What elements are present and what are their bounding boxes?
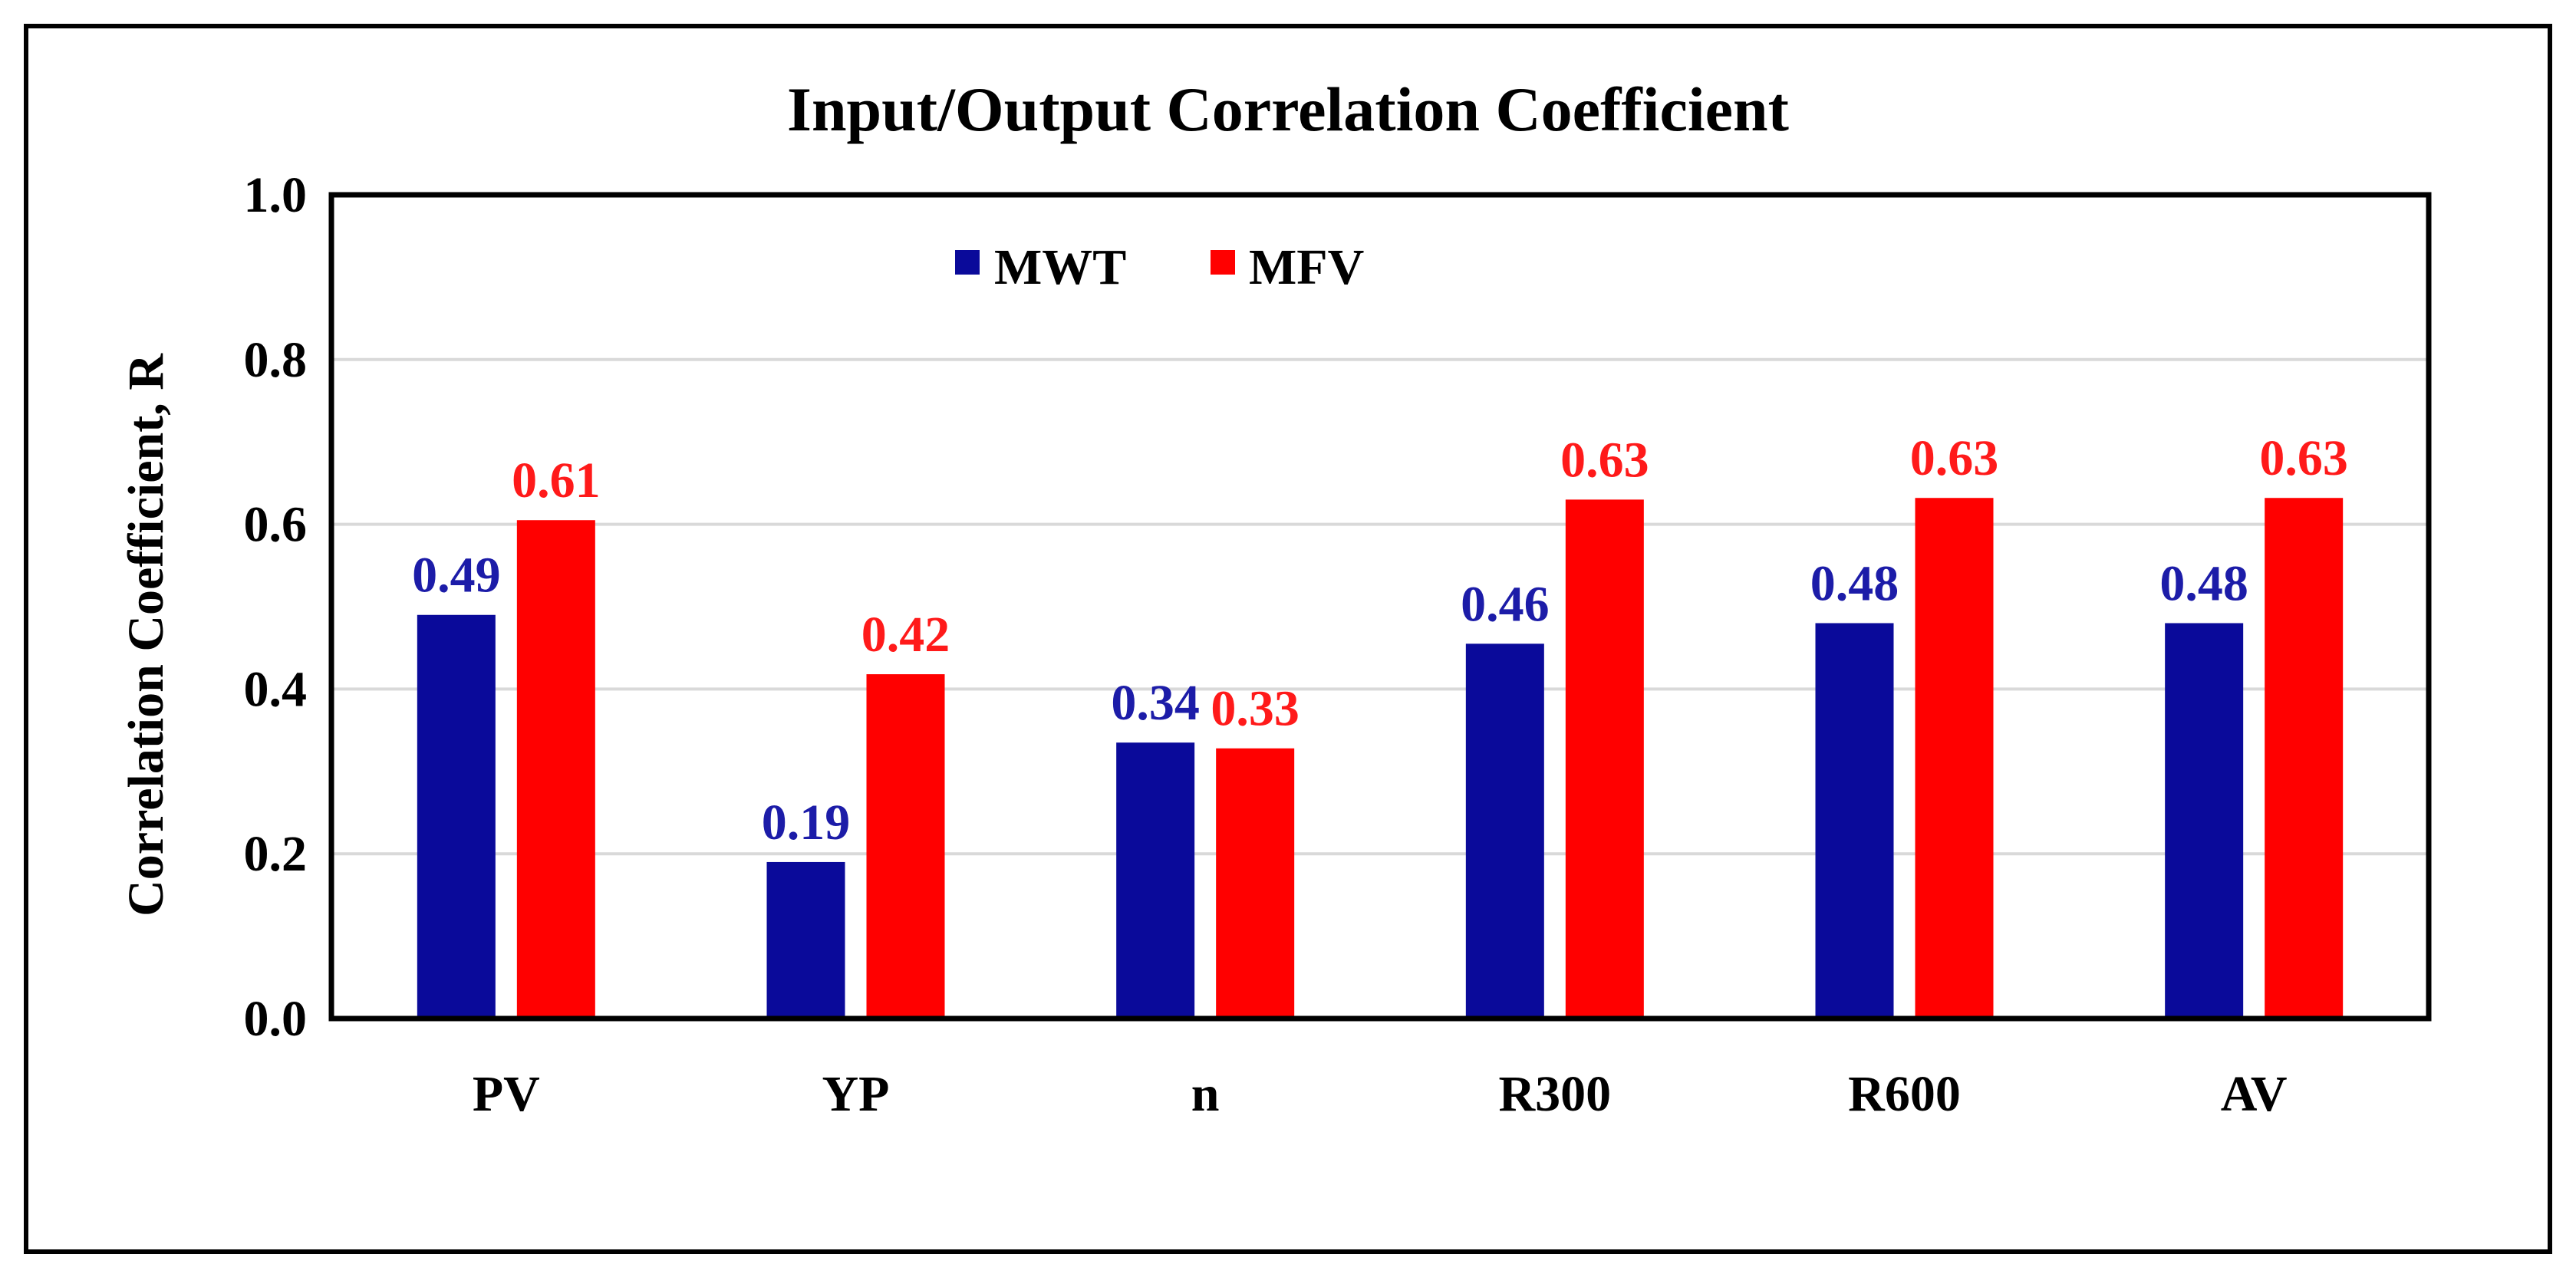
- bar-mwt-r600: [1815, 623, 1894, 1019]
- x-axis-ticks: PV YP n R300 R600 AV: [473, 1066, 2288, 1122]
- x-tick-label: PV: [473, 1066, 540, 1122]
- x-tick-label: AV: [2221, 1066, 2288, 1122]
- bar-mfv-r300: [1565, 499, 1644, 1019]
- bar-mwt-pv: [417, 614, 496, 1019]
- data-label-mfv-n: 0.33: [1211, 681, 1300, 737]
- y-tick-label: 1.0: [244, 167, 308, 223]
- legend-swatch-mwt: [955, 250, 980, 275]
- data-labels: 0.490.61 0.19 0.42 0.34 0.33 0.46 0.63 0.48 0.63…: [412, 430, 2348, 851]
- bar-mfv-pv: [516, 520, 595, 1019]
- bar-mwt-n: [1116, 742, 1195, 1019]
- data-label-mwt-yp: 0.19: [762, 795, 851, 851]
- bar-mwt-r300: [1465, 643, 1544, 1019]
- y-tick-label: 0.6: [244, 497, 308, 553]
- legend: MWT MFV: [955, 239, 1364, 295]
- legend-swatch-mfv: [1211, 250, 1235, 275]
- bar-mwt-av: [2165, 623, 2244, 1019]
- data-label-mwt-n: 0.34: [1111, 675, 1200, 731]
- x-tick-label: YP: [822, 1066, 890, 1122]
- bar-mfv-yp: [866, 674, 945, 1019]
- data-label-mwt-r600: 0.48: [1810, 555, 1899, 611]
- y-tick-label: 0.8: [244, 332, 308, 388]
- data-label-mfv-r300: 0.63: [1560, 432, 1649, 488]
- y-axis-ticks: 0.0 0.2 0.4 0.6 0.8 1.0: [244, 167, 308, 1047]
- bar-mwt-yp: [766, 861, 845, 1019]
- plot-area-border: [328, 192, 2432, 1022]
- y-axis-label: Correlation Coefficient, R: [118, 353, 174, 917]
- x-tick-label: R300: [1498, 1066, 1611, 1122]
- data-label-mfv-av: 0.63: [2259, 430, 2348, 486]
- data-label-mfv-yp: 0.42: [861, 607, 950, 663]
- bars: [417, 498, 2344, 1019]
- y-tick-label: 0.4: [244, 661, 308, 717]
- y-tick-label: 0.0: [244, 991, 308, 1047]
- data-label-mwt-av: 0.48: [2159, 555, 2248, 611]
- data-label-mfv-r600: 0.63: [1910, 430, 1999, 486]
- data-label-mwt-r300: 0.46: [1461, 576, 1550, 632]
- gridlines: [331, 357, 2429, 856]
- bar-mfv-av: [2265, 498, 2344, 1019]
- data-label-mwt-pv: 0.49: [412, 548, 501, 604]
- legend-label-mfv: MFV: [1249, 239, 1364, 295]
- x-tick-label: R600: [1848, 1066, 1961, 1122]
- bar-mfv-r600: [1915, 498, 1994, 1019]
- legend-label-mwt: MWT: [994, 239, 1126, 295]
- x-tick-label: n: [1191, 1066, 1220, 1122]
- bar-mfv-n: [1216, 748, 1295, 1019]
- y-tick-label: 0.2: [244, 826, 308, 882]
- chart-title: Input/Output Correlation Coefficient: [787, 74, 1789, 144]
- data-label-mfv-pv: 0.61: [512, 453, 601, 508]
